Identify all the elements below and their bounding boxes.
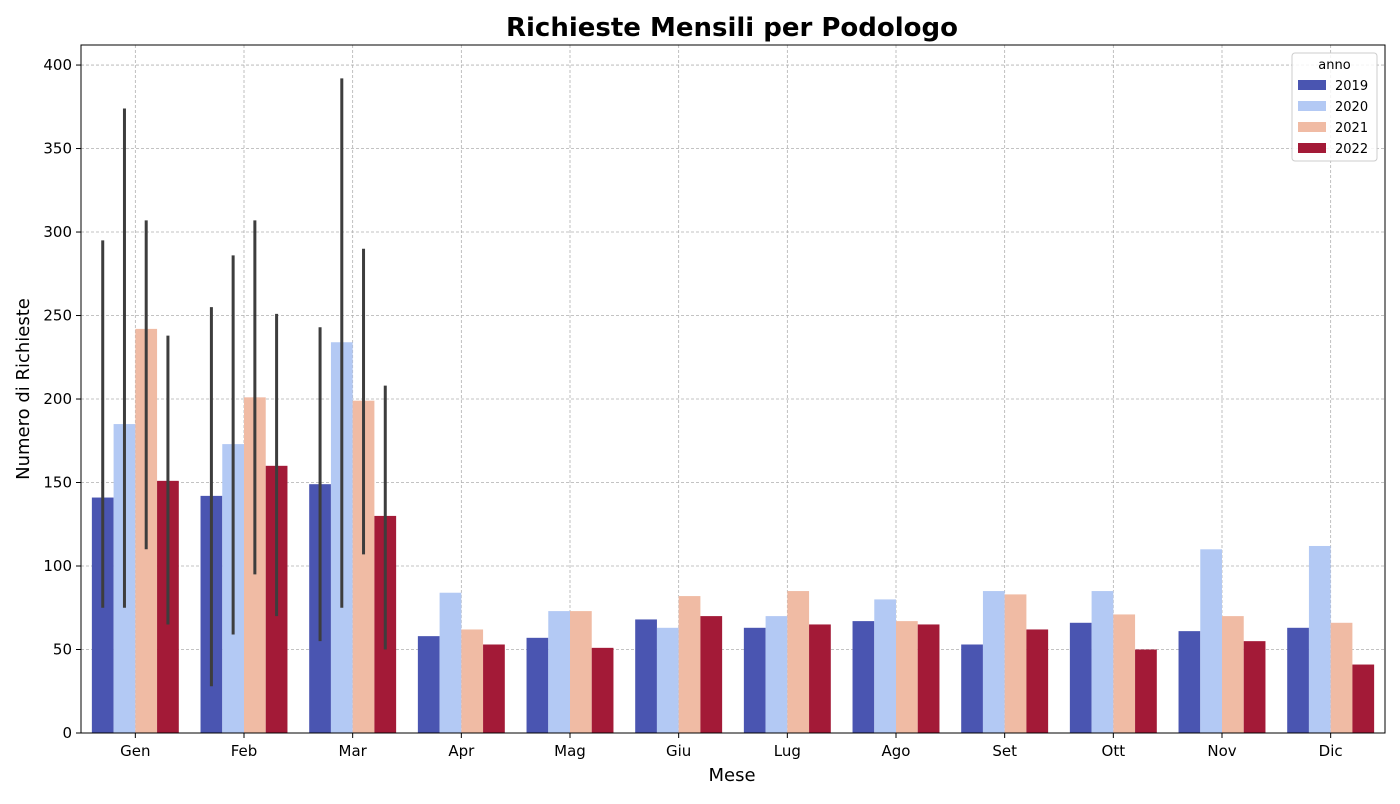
x-tick-label: Giu [666, 742, 691, 760]
bar-2021-Apr [461, 629, 484, 733]
legend-label-2020: 2020 [1335, 100, 1368, 115]
y-tick-label: 350 [43, 140, 72, 158]
legend: anno 2019 2020 2021 2022 [1291, 52, 1378, 162]
bar-2022-Apr [483, 644, 505, 733]
x-tick-label: Lug [774, 742, 801, 760]
bar-2021-Mar [352, 400, 375, 733]
bar-2021-Nov [1222, 616, 1244, 733]
bar-2021-Mag [570, 611, 592, 733]
x-tick-label: Dic [1319, 742, 1343, 760]
bar-2021-Ago [896, 621, 918, 733]
bar-2022-Ott [1135, 649, 1157, 733]
x-tick-label: Nov [1207, 742, 1236, 760]
legend-swatch-2020 [1298, 101, 1326, 111]
bar-2021-Dic [1330, 622, 1353, 733]
x-tick-label: Feb [231, 742, 258, 760]
x-tick-label: Ago [882, 742, 911, 760]
legend-swatch-2022 [1298, 143, 1326, 153]
chart-title: Richieste Mensili per Podologo [506, 13, 958, 43]
bar-2022-Lug [809, 624, 831, 733]
legend-swatch-2019 [1298, 80, 1326, 90]
y-tick-label: 100 [43, 557, 72, 575]
grid [81, 45, 1385, 734]
bar-2020-Ott [1091, 591, 1114, 733]
bar-2019-Giu [635, 619, 657, 733]
plot-frame [80, 44, 1386, 734]
bar-2019-Nov [1178, 631, 1201, 733]
bar-2022-Ago [917, 624, 940, 733]
legend-label-2022: 2022 [1335, 142, 1368, 157]
bar-2020-Apr [439, 592, 462, 733]
bar-2019-Mag [526, 637, 549, 733]
y-tick-label: 200 [43, 390, 72, 408]
bar-2022-Giu [700, 616, 723, 733]
bar-2019-Dic [1287, 627, 1309, 733]
bar-2020-Set [982, 591, 1005, 733]
x-tick-label: Gen [120, 742, 150, 760]
bar-2019-Gen [91, 497, 114, 733]
x-axis-label: Mese [708, 765, 755, 786]
y-axis-label: Numero di Richieste [13, 298, 34, 480]
legend-title: anno [1318, 58, 1350, 73]
bar-2022-Mag [591, 647, 614, 733]
bar-2019-Ago [852, 621, 875, 733]
legend-label-2019: 2019 [1335, 79, 1368, 94]
bar-2020-Nov [1200, 549, 1222, 733]
bar-2020-Giu [656, 627, 679, 733]
y-tick-label: 150 [43, 474, 72, 492]
x-tick-label: Mag [554, 742, 586, 760]
axes: 0 50 100 150 200 250 300 350 400 Gen Feb Mar Apr Mag G… [43, 44, 1386, 760]
bar-2020-Ago [874, 599, 896, 733]
bar-2021-Lug [787, 591, 810, 733]
bar-2022-Nov [1243, 641, 1266, 733]
bar-2021-Ott [1113, 614, 1136, 733]
y-tick-label: 50 [53, 641, 72, 659]
x-tick-label: Ott [1102, 742, 1126, 760]
y-tick-label: 0 [62, 724, 72, 742]
bar-2020-Lug [765, 616, 788, 733]
legend-swatch-2021 [1298, 122, 1326, 132]
bar-2022-Set [1026, 629, 1049, 733]
legend-label-2021: 2021 [1335, 121, 1368, 136]
error-bars [101, 78, 387, 687]
bar-2019-Apr [417, 636, 440, 733]
bar-2022-Dic [1352, 664, 1375, 733]
bar-2019-Lug [743, 627, 766, 733]
x-tick-label: Apr [448, 742, 475, 760]
y-tick-label: 400 [43, 56, 72, 74]
bar-2020-Mag [548, 611, 570, 733]
bar-2021-Giu [678, 596, 701, 733]
x-tick-label: Mar [339, 742, 368, 760]
bar-2019-Ott [1069, 622, 1092, 733]
bar-2020-Dic [1308, 545, 1331, 733]
x-tick-label: Set [992, 742, 1017, 760]
y-tick-label: 300 [43, 223, 72, 241]
bars [91, 328, 1375, 733]
bar-2019-Set [961, 644, 983, 733]
bar-2021-Set [1004, 594, 1027, 733]
y-tick-label: 250 [43, 307, 72, 325]
